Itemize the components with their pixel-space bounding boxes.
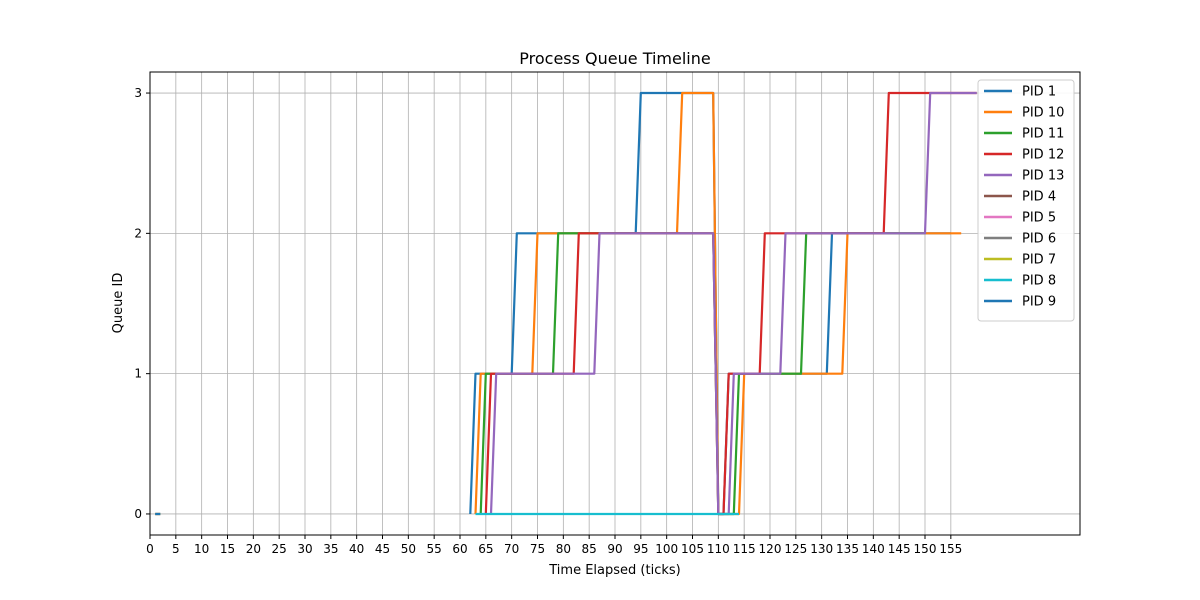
legend-label: PID 5 — [1022, 211, 1056, 226]
x-tick-label: 45 — [375, 542, 390, 556]
x-tick-label: 25 — [272, 542, 287, 556]
y-tick-label: 1 — [134, 367, 142, 381]
x-tick-label: 140 — [862, 542, 885, 556]
x-tick-label: 20 — [246, 542, 261, 556]
x-axis-label: Time Elapsed (ticks) — [548, 563, 680, 578]
legend-box — [977, 79, 1075, 322]
series-line-pid-1 — [469, 91, 951, 516]
legend-label: PID 13 — [1022, 169, 1064, 184]
grid — [149, 72, 1080, 535]
x-tick-label: 40 — [349, 542, 364, 556]
x-tick-label: 80 — [556, 542, 571, 556]
y-tick-label: 0 — [134, 507, 142, 521]
x-tick-label: 110 — [707, 542, 730, 556]
x-tick-label: 50 — [401, 542, 416, 556]
x-tick-label: 120 — [759, 542, 782, 556]
x-tick-label: 55 — [427, 542, 442, 556]
y-ticks: 0 1 2 3 — [134, 86, 150, 521]
x-tick-label: 15 — [220, 542, 235, 556]
legend-label: PID 11 — [1022, 127, 1064, 142]
legend-label: PID 9 — [1022, 295, 1056, 310]
x-tick-label: 5 — [172, 542, 180, 556]
y-axis-label: Queue ID — [111, 273, 126, 334]
x-tick-label: 70 — [504, 542, 519, 556]
legend-label: PID 8 — [1022, 274, 1056, 289]
x-tick-label: 30 — [297, 542, 312, 556]
x-tick-label: 135 — [836, 542, 859, 556]
series-line-pid-13 — [489, 91, 977, 516]
x-tick-label: 85 — [582, 542, 597, 556]
x-tick-label: 0 — [146, 542, 154, 556]
x-tick-label: 130 — [810, 542, 833, 556]
x-tick-label: 100 — [655, 542, 678, 556]
x-tick-label: 105 — [681, 542, 704, 556]
x-tick-label: 60 — [452, 542, 467, 556]
legend-label: PID 6 — [1022, 232, 1056, 247]
y-tick-label: 3 — [134, 86, 142, 100]
legend: PID 1 PID 10 PID 11 PID 12 PID 13 PID 4 PID 5 P… — [977, 79, 1075, 322]
x-tick-label: 125 — [784, 542, 807, 556]
x-tick-label: 65 — [478, 542, 493, 556]
x-tick-label: 145 — [888, 542, 911, 556]
x-tick-label: 75 — [530, 542, 545, 556]
x-ticks: 0 5 10 15 20 25 30 35 40 45 50 55 60 65 70 75 80 85 90 95 10… — [146, 535, 962, 556]
x-tick-label: 90 — [607, 542, 622, 556]
legend-label: PID 7 — [1022, 253, 1056, 268]
series-lines — [155, 91, 977, 516]
y-tick-label: 2 — [134, 226, 142, 240]
chart-title: Process Queue Timeline — [519, 49, 710, 68]
legend-label: PID 1 — [1022, 85, 1056, 100]
x-tick-label: 115 — [733, 542, 756, 556]
x-tick-label: 10 — [194, 542, 209, 556]
x-tick-label: 95 — [633, 542, 648, 556]
x-tick-label: 155 — [939, 542, 962, 556]
legend-label: PID 10 — [1022, 106, 1064, 121]
x-tick-label: 150 — [914, 542, 937, 556]
x-tick-label: 35 — [323, 542, 338, 556]
legend-label: PID 12 — [1022, 148, 1064, 163]
legend-label: PID 4 — [1022, 190, 1056, 205]
